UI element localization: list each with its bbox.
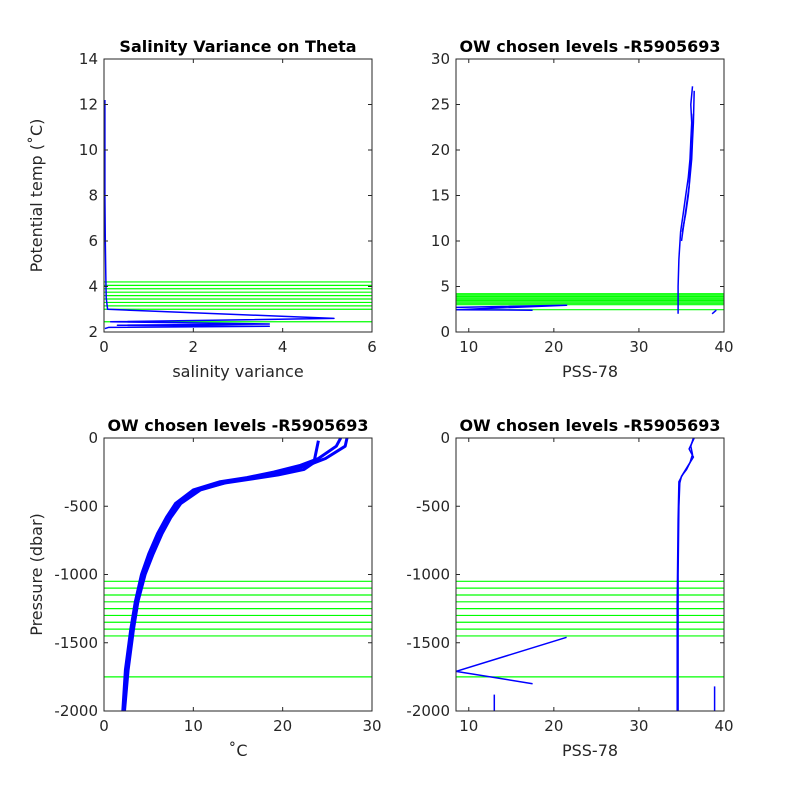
profile-line: [121, 438, 343, 711]
x-tick-label: 40: [714, 338, 733, 356]
x-axis-label: PSS-78: [562, 362, 618, 381]
profile-line: [677, 86, 694, 314]
profile-line: [711, 309, 717, 315]
y-tick-label: 25: [431, 96, 450, 114]
profile-line: [122, 440, 320, 711]
y-tick-label: 10: [79, 141, 98, 159]
profile-line: [456, 304, 568, 311]
panel-temperature-vs-pressure: 0 10 20 30 -2000 -1500 -1000 -500 0 OW chosen lev…: [27, 416, 382, 760]
y-tick-label: 30: [431, 50, 450, 68]
x-tick-label: 40: [714, 717, 733, 735]
x-tick-label: 2: [189, 338, 199, 356]
x-axis-label: salinity variance: [172, 362, 303, 381]
x-tick-label: 20: [544, 717, 563, 735]
x-tick-label: 20: [544, 338, 563, 356]
plot-area: [456, 438, 724, 711]
x-tick-label: 6: [367, 338, 377, 356]
axes-box: [455, 58, 725, 333]
y-tick-label: -1000: [406, 566, 450, 584]
y-tick-label: 10: [431, 232, 450, 250]
y-axis-label: Pressure (dbar): [27, 513, 46, 636]
profile-line: [676, 438, 695, 711]
x-tick-label: 30: [629, 338, 648, 356]
profile-line: [456, 636, 567, 685]
x-tick-label: 4: [278, 338, 288, 356]
x-tick-label: 10: [184, 717, 203, 735]
y-tick-label: 15: [431, 187, 450, 205]
axes-box: [455, 437, 725, 712]
plot-area: [456, 86, 724, 315]
y-tick-label: -2000: [406, 702, 450, 720]
y-tick-label: 0: [440, 429, 450, 447]
x-tick-label: 30: [629, 717, 648, 735]
y-tick-label: 20: [431, 141, 450, 159]
panel-salinity-vs-pressure: 10 20 30 40 -2000 -1500 -1000 -500 0 OW chosen le…: [406, 416, 733, 760]
x-tick-label: 0: [99, 717, 109, 735]
x-tick-label: 30: [362, 717, 381, 735]
y-tick-label: -1500: [54, 634, 98, 652]
y-tick-label: 12: [79, 96, 98, 114]
y-tick-label: -2000: [54, 702, 98, 720]
x-tick-label: 0: [99, 338, 109, 356]
chart-title: OW chosen levels -R5905693: [459, 416, 720, 435]
profile-line: [104, 100, 335, 330]
x-axis-label: PSS-78: [562, 741, 618, 760]
y-tick-label: -500: [64, 497, 98, 515]
x-tick-label: 10: [459, 717, 478, 735]
x-tick-label: 10: [459, 338, 478, 356]
y-tick-label: 4: [88, 278, 98, 296]
y-tick-label: 0: [440, 323, 450, 341]
y-axis-label: Potential temp (˚C): [27, 119, 46, 273]
y-tick-label: -1500: [406, 634, 450, 652]
y-tick-label: 2: [88, 323, 98, 341]
y-tick-label: 8: [88, 187, 98, 205]
y-tick-label: 5: [440, 278, 450, 296]
x-tick-label: 20: [273, 717, 292, 735]
y-tick-label: 14: [79, 50, 98, 68]
plot-area: [104, 438, 372, 711]
x-axis-label: ˚C: [228, 741, 247, 760]
plot-area: [104, 100, 372, 330]
profile-line: [680, 113, 695, 242]
chart-title: OW chosen levels -R5905693: [459, 37, 720, 56]
chart-title: Salinity Variance on Theta: [119, 37, 356, 56]
y-tick-label: -1000: [54, 566, 98, 584]
panel-salinity-vs-theta: 10 20 30 40 0 5 10 15 20 25 30 OW chosen levels -R5…: [431, 37, 734, 381]
chart-title: OW chosen levels -R5905693: [107, 416, 368, 435]
y-tick-label: 0: [88, 429, 98, 447]
y-tick-label: 6: [88, 232, 98, 250]
axes-box: [103, 58, 373, 333]
y-tick-label: -500: [416, 497, 450, 515]
